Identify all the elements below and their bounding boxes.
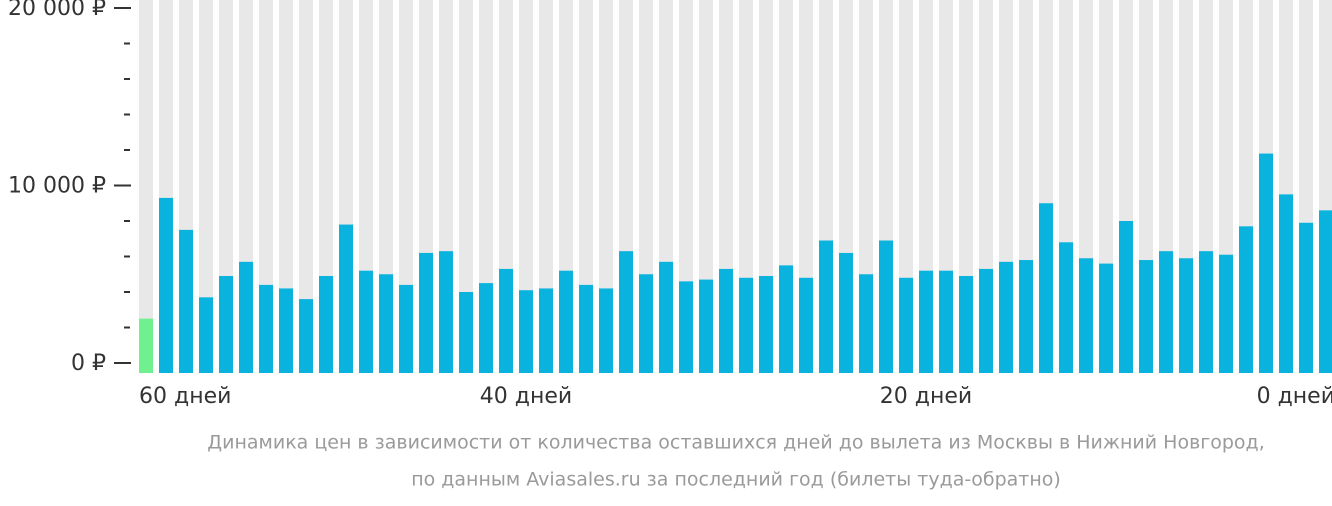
bar: [1119, 221, 1133, 373]
bar: [519, 290, 533, 373]
bar: [139, 318, 153, 373]
bar: [839, 252, 853, 373]
bar-background: [199, 0, 213, 373]
bar: [659, 261, 673, 373]
bar: [899, 277, 913, 373]
bar: [339, 224, 353, 373]
bar: [939, 270, 953, 373]
bar: [1059, 242, 1073, 373]
bar: [699, 279, 713, 373]
bar: [159, 197, 173, 373]
bar: [719, 268, 733, 373]
bar: [199, 297, 213, 373]
caption: по данным Aviasales.ru за последний год …: [411, 469, 1061, 491]
bar-background: [259, 0, 273, 373]
bar: [479, 283, 493, 373]
bar: [779, 265, 793, 373]
bar-background: [579, 0, 593, 373]
bar: [359, 270, 373, 373]
bar: [1139, 260, 1153, 373]
bar: [1259, 153, 1273, 373]
bar-background: [519, 0, 533, 373]
y-tick-label: 10 000 ₽: [8, 174, 106, 199]
bar: [379, 274, 393, 373]
bar: [239, 261, 253, 373]
bar: [679, 281, 693, 373]
y-tick-label: 20 000 ₽: [8, 0, 106, 21]
bar: [859, 274, 873, 373]
bar: [1219, 254, 1233, 373]
bar-background: [279, 0, 293, 373]
bar: [1299, 222, 1313, 373]
bar: [1099, 263, 1113, 373]
bar: [579, 284, 593, 373]
bar: [399, 284, 413, 373]
bar: [799, 277, 813, 373]
bar: [639, 274, 653, 373]
bar: [1159, 251, 1173, 373]
bar-background: [479, 0, 493, 373]
bar: [459, 292, 473, 373]
bar: [179, 229, 193, 373]
bar-background: [539, 0, 553, 373]
bar: [1019, 260, 1033, 373]
x-tick-label: 20 дней: [880, 384, 972, 409]
x-tick-label: 40 дней: [480, 384, 572, 409]
bar: [559, 270, 573, 373]
bar: [879, 240, 893, 373]
bar: [319, 276, 333, 373]
bar: [619, 251, 633, 373]
bar: [279, 288, 293, 373]
bar: [499, 268, 513, 373]
bar: [919, 270, 933, 373]
bar-background: [679, 0, 693, 373]
bar-background: [599, 0, 613, 373]
bar: [419, 252, 433, 373]
caption: Динамика цен в зависимости от количества…: [207, 432, 1265, 454]
bar-background: [399, 0, 413, 373]
bar: [759, 276, 773, 373]
bar: [539, 288, 553, 373]
bar: [599, 288, 613, 373]
bar: [1239, 226, 1253, 373]
bar: [439, 251, 453, 373]
bar: [259, 284, 273, 373]
bar: [819, 240, 833, 373]
bar: [959, 276, 973, 373]
bar: [1199, 251, 1213, 373]
bar: [1179, 258, 1193, 373]
bar: [299, 299, 313, 373]
x-tick-label: 60 дней: [139, 384, 231, 409]
bar-background: [139, 0, 153, 373]
bar: [219, 276, 233, 373]
bar: [1279, 194, 1293, 373]
bar: [1079, 258, 1093, 373]
bar: [979, 268, 993, 373]
bar: [1039, 203, 1053, 373]
y-tick-label: 0 ₽: [71, 351, 106, 376]
bar-background: [299, 0, 313, 373]
bar: [739, 277, 753, 373]
bar: [999, 261, 1013, 373]
bar-background: [459, 0, 473, 373]
bar: [1319, 210, 1332, 373]
x-tick-label: 0 дней: [1257, 384, 1332, 409]
